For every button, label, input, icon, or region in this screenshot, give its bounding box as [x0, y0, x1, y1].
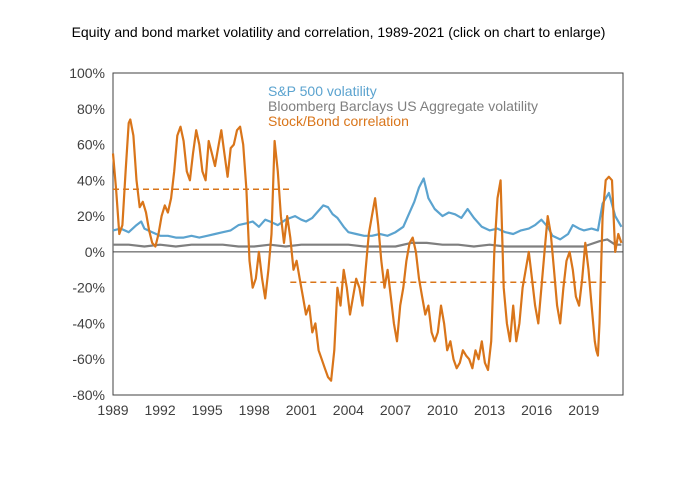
y-tick-label: 60%: [77, 137, 105, 153]
sp500-volatility-line: [112, 177, 623, 241]
y-tick-label: 40%: [77, 172, 105, 188]
legend: S&P 500 volatility Bloomberg Barclays US…: [268, 83, 538, 129]
stock-bond-correlation-line: [111, 118, 623, 382]
x-tick-label: 1989: [97, 402, 128, 418]
x-tick-label: 1995: [192, 402, 223, 418]
y-tick-label: 80%: [77, 101, 105, 117]
x-tick-label: 2019: [568, 402, 599, 418]
x-tick-label: 1992: [144, 402, 175, 418]
x-tick-label: 1998: [239, 402, 270, 418]
legend-entry-bond-volatility: Bloomberg Barclays US Aggregate volatili…: [268, 98, 538, 114]
series-lines: [111, 118, 623, 382]
y-tick-label: 20%: [77, 208, 105, 224]
chart-title: Equity and bond market volatility and co…: [71, 24, 606, 40]
x-tick-label: 2001: [286, 402, 317, 418]
x-tick-label: 2013: [474, 402, 505, 418]
x-tick-label: 2007: [380, 402, 411, 418]
legend-entry-sp500-volatility: S&P 500 volatility: [268, 83, 377, 99]
y-tick-label: -20%: [72, 280, 105, 296]
x-tick-label: 2004: [333, 402, 364, 418]
y-tick-label: 100%: [69, 65, 105, 81]
y-tick-label: -60%: [72, 351, 105, 367]
x-tick-label: 2010: [427, 402, 458, 418]
y-tick-label: -80%: [72, 387, 105, 403]
y-tick-label: 0%: [85, 244, 105, 260]
plot-area-frame: [112, 72, 624, 396]
axis-tick-labels: 100% 80% 60% 40% 20% 0% -20% -40% -60% -80%1989 19…: [69, 65, 599, 418]
x-tick-label: 2016: [521, 402, 552, 418]
legend-entry-stock-bond-correlation: Stock/Bond correlation: [268, 113, 409, 129]
y-tick-label: -40%: [72, 315, 105, 331]
